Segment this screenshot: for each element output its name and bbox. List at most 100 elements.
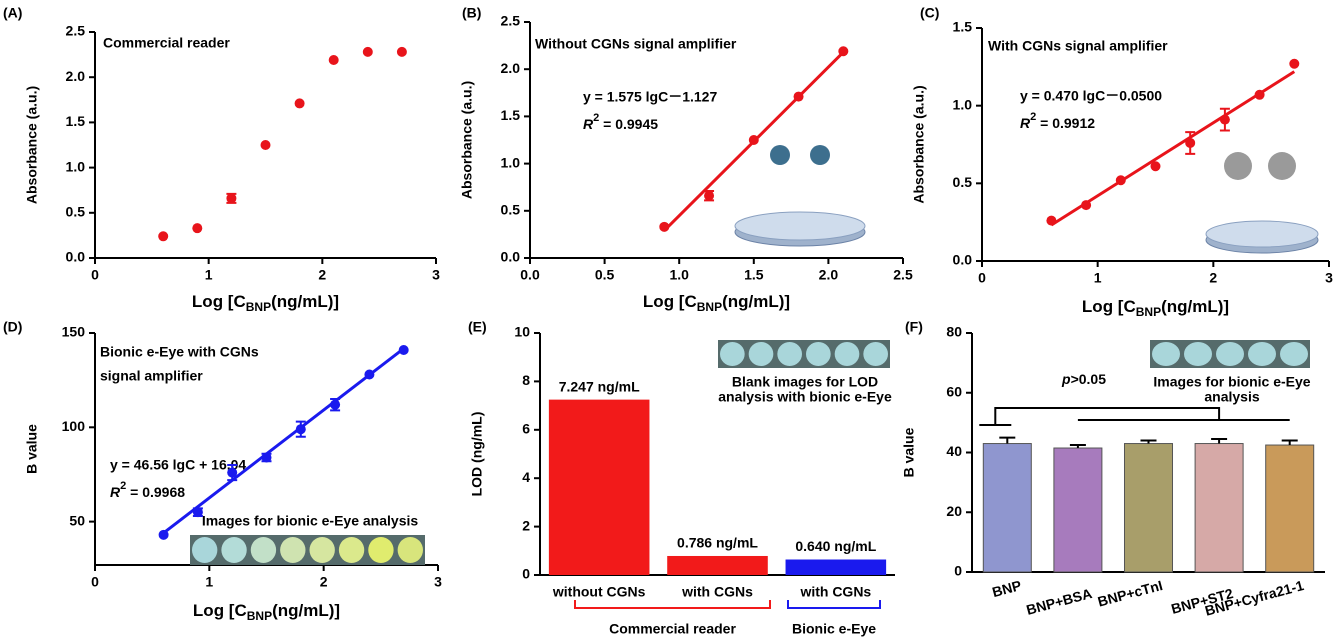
data-point bbox=[1116, 175, 1126, 185]
bar bbox=[667, 556, 768, 575]
x-axis-label-part: Log [C bbox=[1082, 297, 1136, 316]
r-squared-value: = 0.9968 bbox=[126, 484, 185, 500]
x-tick-label: 0 bbox=[91, 267, 99, 283]
y-tick-label: 1.0 bbox=[501, 154, 521, 170]
figure: (A) 0.0 0.5 1.0 1.5 2.0 2.5 0 1 2 3 Absorbance (a.u… bbox=[0, 0, 1334, 641]
x-axis-label-part: (ng/mL)] bbox=[722, 292, 790, 311]
group-bracket bbox=[575, 600, 770, 608]
panel-label: (D) bbox=[3, 319, 22, 335]
y-tick-label: 0.5 bbox=[953, 174, 973, 190]
x-tick-label: BNP+cTnI bbox=[1096, 577, 1164, 610]
data-point bbox=[226, 193, 236, 203]
y-tick-label: 0.0 bbox=[501, 249, 521, 265]
panel-title: With CGNs signal amplifier bbox=[988, 38, 1168, 54]
inset-well bbox=[835, 342, 860, 366]
x-tick-label: 2 bbox=[320, 574, 328, 590]
y-axis-label: B value bbox=[24, 424, 40, 474]
y-tick-label: 2.5 bbox=[501, 13, 521, 29]
y-axis-label: B value bbox=[901, 427, 917, 477]
x-tick-label: 0 bbox=[91, 574, 99, 590]
x-axis-label-part: BNP bbox=[247, 609, 272, 623]
data-point bbox=[704, 191, 714, 201]
bar bbox=[1124, 444, 1172, 572]
insets bbox=[735, 145, 1318, 253]
inset-caption: Images for bionic e-Eye analysis bbox=[202, 513, 419, 529]
data-point bbox=[397, 47, 407, 57]
x-tick-label: 1 bbox=[1094, 270, 1102, 286]
bar bbox=[1195, 444, 1243, 572]
x-tick-label: 2.5 bbox=[893, 267, 913, 283]
x-tick-label: 0.0 bbox=[520, 267, 540, 283]
inset-caption: analysis bbox=[1204, 389, 1259, 405]
x-tick-label: BNP+BSA bbox=[1024, 585, 1093, 618]
inset-well bbox=[339, 537, 364, 563]
y-tick-label: 1.0 bbox=[66, 158, 86, 174]
inset-disk bbox=[1206, 221, 1318, 247]
panel-label: (E) bbox=[468, 319, 487, 335]
error-bar bbox=[1282, 441, 1298, 445]
data-point bbox=[364, 369, 374, 379]
y-tick-label: 0.5 bbox=[501, 202, 521, 218]
inset-caption: analysis with bionic e-Eye bbox=[718, 389, 892, 405]
x-tick-label: BNP bbox=[990, 577, 1023, 600]
data-point bbox=[262, 452, 272, 462]
y-tick-label: 6 bbox=[522, 421, 530, 437]
data-point bbox=[192, 223, 202, 233]
r-squared-value: = 0.9945 bbox=[599, 116, 658, 132]
y-axis-label: LOD (ng/mL) bbox=[469, 412, 485, 497]
data-point bbox=[261, 140, 271, 150]
panel-title: signal amplifier bbox=[100, 368, 203, 384]
inset-well bbox=[280, 537, 305, 563]
data-point bbox=[295, 98, 305, 108]
panel-title: Commercial reader bbox=[103, 35, 230, 51]
inset-well bbox=[398, 537, 423, 563]
significance-label: p>0.05 bbox=[1061, 371, 1106, 387]
y-tick-label: 2.0 bbox=[66, 68, 86, 84]
y-tick-label: 0.0 bbox=[953, 252, 973, 268]
data-point bbox=[1220, 115, 1230, 125]
bar bbox=[983, 444, 1031, 572]
y-tick-label: 0 bbox=[954, 563, 962, 579]
x-axis-label-part: Log [C bbox=[193, 601, 247, 620]
data-point bbox=[1081, 200, 1091, 210]
group-label: Bionic e-Eye bbox=[792, 621, 876, 637]
y-tick-label: 0.0 bbox=[66, 249, 86, 265]
fit-equation: y = 46.56 lgC + 16.04 bbox=[110, 457, 246, 473]
x-tick-label: 1 bbox=[205, 267, 213, 283]
data-point bbox=[1185, 138, 1195, 148]
group-label: Commercial reader bbox=[609, 621, 736, 637]
panel-label: (A) bbox=[3, 5, 22, 21]
inset-well bbox=[720, 342, 745, 366]
x-axis-label-part: (ng/mL)] bbox=[272, 601, 340, 620]
data-point bbox=[329, 55, 339, 65]
inset-well bbox=[251, 537, 276, 563]
x-tick-label: 3 bbox=[1325, 270, 1333, 286]
data-point bbox=[330, 400, 340, 410]
inset-well bbox=[1280, 342, 1308, 366]
y-tick-label: 100 bbox=[62, 418, 86, 434]
y-axis-label: Absorbance (a.u.) bbox=[459, 81, 475, 199]
data-point bbox=[749, 135, 759, 145]
x-tick-label: 0.5 bbox=[595, 267, 615, 283]
y-tick-label: 1.5 bbox=[953, 19, 973, 35]
panel-label: (F) bbox=[905, 319, 923, 335]
value-label: 7.247 ng/mL bbox=[559, 378, 640, 394]
value-label: 0.640 ng/mL bbox=[795, 538, 876, 554]
x-axis-label-part: (ng/mL)] bbox=[1161, 297, 1229, 316]
y-tick-label: 0 bbox=[522, 566, 530, 582]
y-tick-label: 50 bbox=[69, 512, 85, 528]
y-tick-label: 80 bbox=[946, 324, 962, 340]
panel-label: (C) bbox=[920, 5, 939, 21]
data-point bbox=[227, 468, 237, 478]
data-point bbox=[1151, 161, 1161, 171]
x-axis-label-part: BNP bbox=[697, 300, 722, 314]
x-tick-label: 2 bbox=[318, 267, 326, 283]
data-point bbox=[794, 92, 804, 102]
x-tick-label: 3 bbox=[432, 267, 440, 283]
y-axis-label: Absorbance (a.u.) bbox=[24, 86, 40, 204]
x-tick-label: 1.0 bbox=[669, 267, 689, 283]
y-tick-label: 4 bbox=[522, 469, 530, 485]
y-tick-label: 20 bbox=[946, 503, 962, 519]
x-axis-label-part: BNP bbox=[1136, 305, 1161, 319]
bar bbox=[1054, 448, 1102, 572]
